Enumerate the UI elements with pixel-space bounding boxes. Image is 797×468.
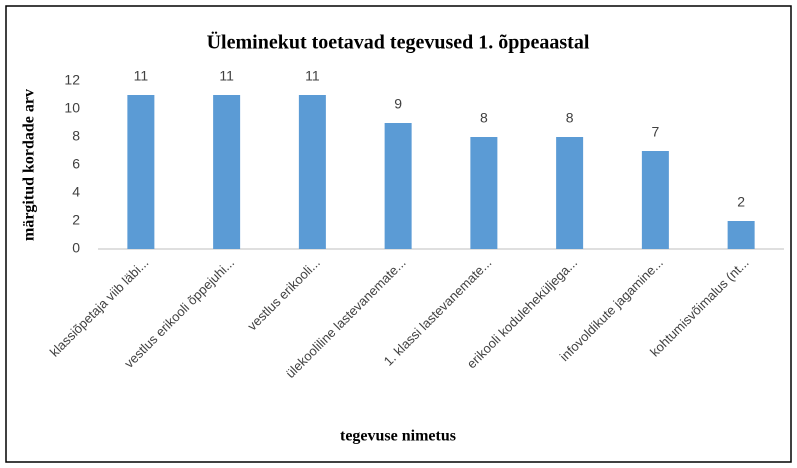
data-label: 11 <box>219 68 234 84</box>
data-label: 7 <box>651 124 659 140</box>
bar <box>384 123 412 249</box>
bar <box>727 221 755 249</box>
y-tick-label: 4 <box>72 184 80 200</box>
chart-title: Üleminekut toetavad tegevused 1. õppeaas… <box>207 31 590 54</box>
data-label: 2 <box>737 194 745 210</box>
y-tick-label: 2 <box>72 212 80 228</box>
bar <box>641 151 669 249</box>
y-tick-label: 0 <box>72 240 80 256</box>
y-tick-label: 8 <box>72 128 80 144</box>
y-tick-label: 6 <box>72 156 80 172</box>
data-label: 8 <box>566 110 574 126</box>
bar <box>470 137 498 249</box>
bar <box>127 95 155 249</box>
y-tick-label: 10 <box>64 100 80 116</box>
y-axis-label: märgitud kordade arv <box>21 89 38 241</box>
x-axis-label: tegevuse nimetus <box>340 428 456 445</box>
bar <box>556 137 584 249</box>
data-label: 8 <box>480 110 488 126</box>
data-label: 11 <box>134 68 149 84</box>
bar <box>213 95 241 249</box>
bar <box>298 95 326 249</box>
data-label: 11 <box>305 68 320 84</box>
data-label: 9 <box>394 96 402 112</box>
y-tick-label: 12 <box>64 72 80 88</box>
